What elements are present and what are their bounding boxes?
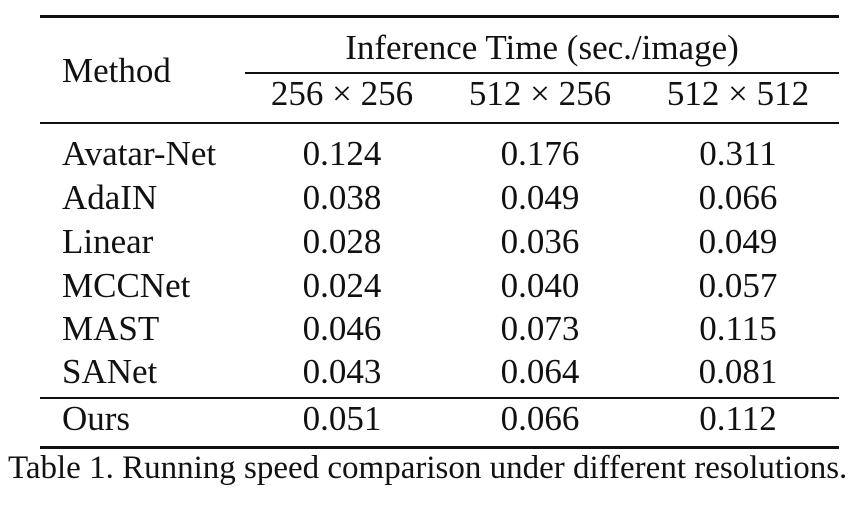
cell-value: 0.024 [302, 266, 382, 305]
cell-value: 0.066 [500, 399, 580, 438]
cell-value: 0.176 [500, 134, 580, 173]
cell-value: 0.040 [500, 266, 580, 305]
cell-value: 0.073 [500, 309, 580, 348]
cell-value: 0.028 [302, 222, 382, 261]
cell-value: 0.049 [500, 178, 580, 217]
table-caption: Table 1. Running speed comparison under … [8, 450, 848, 486]
row-method: Ours [62, 399, 131, 438]
row-method: MAST [62, 309, 160, 348]
column-header-method: Method [62, 51, 171, 90]
top-rule [40, 15, 839, 18]
cell-value: 0.038 [302, 178, 382, 217]
column-header-res-3: 512 × 512 [666, 74, 810, 113]
column-header-res-2: 512 × 256 [468, 74, 612, 113]
cell-value: 0.049 [698, 222, 778, 261]
header-rule [40, 122, 839, 124]
group-header-rule [245, 72, 839, 74]
cell-value: 0.043 [302, 352, 382, 391]
cell-value: 0.057 [698, 266, 778, 305]
row-method: SANet [62, 352, 158, 391]
cell-value: 0.115 [699, 309, 777, 348]
row-method: AdaIN [62, 178, 158, 217]
column-group-header-inference-time: Inference Time (sec./image) [345, 28, 739, 67]
cell-value: 0.066 [698, 178, 778, 217]
ours-separator-rule [40, 397, 839, 399]
row-method: Avatar-Net [62, 134, 217, 173]
cell-value: 0.112 [699, 399, 777, 438]
cell-value: 0.036 [500, 222, 580, 261]
column-header-res-1: 256 × 256 [270, 74, 414, 113]
bottom-rule [40, 446, 839, 449]
row-method: Linear [62, 222, 154, 261]
cell-value: 0.051 [302, 399, 382, 438]
cell-value: 0.311 [699, 134, 777, 173]
cell-value: 0.124 [302, 134, 382, 173]
row-method: MCCNet [62, 266, 191, 305]
cell-value: 0.081 [698, 352, 778, 391]
cell-value: 0.046 [302, 309, 382, 348]
cell-value: 0.064 [500, 352, 580, 391]
